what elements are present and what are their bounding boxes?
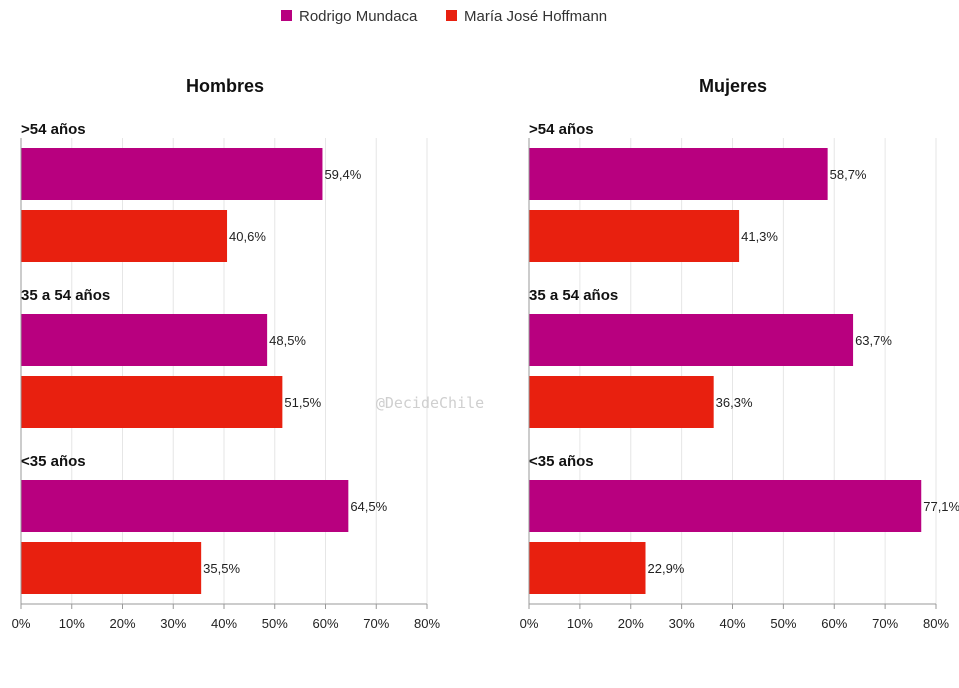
bar	[529, 542, 646, 594]
x-tick-label: 50%	[770, 616, 796, 631]
legend-label: María José Hoffmann	[464, 8, 607, 25]
bar	[529, 376, 714, 428]
group-label: >54 años	[529, 121, 594, 138]
legend-label: Rodrigo Mundaca	[299, 8, 418, 25]
legend-swatch	[446, 10, 457, 21]
group-label: 35 a 54 años	[529, 287, 618, 304]
x-tick-label: 50%	[262, 616, 288, 631]
legend-item-maria-jose-hoffmann: María José Hoffmann	[446, 8, 607, 25]
x-tick-label: 20%	[109, 616, 135, 631]
x-tick-label: 60%	[312, 616, 338, 631]
x-tick-label: 60%	[821, 616, 847, 631]
bar-value-label: 51,5%	[284, 395, 321, 410]
bar-value-label: 77,1%	[923, 499, 959, 514]
watermark: @DecideChile	[376, 394, 484, 412]
x-tick-label: 40%	[719, 616, 745, 631]
x-tick-label: 70%	[363, 616, 389, 631]
bar-value-label: 40,6%	[229, 229, 266, 244]
panel-title: Mujeres	[699, 76, 767, 96]
panel-title: Hombres	[186, 76, 264, 96]
bar-value-label: 64,5%	[350, 499, 387, 514]
bar	[21, 542, 202, 594]
gridlines	[579, 138, 937, 604]
bar	[21, 148, 323, 200]
bar-value-label: 63,7%	[855, 333, 892, 348]
series-maria-jose-hoffmann: 41,3% 36,3% 22,9%	[529, 210, 778, 594]
x-tick-label: 10%	[567, 616, 593, 631]
x-tick-label: 10%	[59, 616, 85, 631]
x-tick-label: 80%	[923, 616, 949, 631]
x-tick-label: 0%	[520, 616, 539, 631]
series-maria-jose-hoffmann: 40,6% 51,5% 35,5%	[21, 210, 322, 594]
bar-value-label: 35,5%	[203, 561, 240, 576]
bar	[529, 210, 740, 262]
x-tick-label: 0%	[12, 616, 31, 631]
bar	[21, 376, 283, 428]
bar	[21, 480, 349, 532]
gridlines	[71, 138, 428, 604]
series-rodrigo-mundaca: 59,4% 48,5% 64,5%	[21, 148, 388, 532]
group-label: <35 años	[529, 453, 594, 470]
group-label: 35 a 54 años	[21, 287, 110, 304]
x-tick-label: 70%	[872, 616, 898, 631]
x-tick-label: 80%	[414, 616, 440, 631]
x-tick-label: 40%	[211, 616, 237, 631]
bar-value-label: 48,5%	[269, 333, 306, 348]
bar-value-label: 41,3%	[741, 229, 778, 244]
x-tick-label: 30%	[669, 616, 695, 631]
bar	[21, 314, 268, 366]
bar	[529, 480, 922, 532]
legend-swatch	[281, 10, 292, 21]
bar-value-label: 59,4%	[324, 167, 361, 182]
x-axis-ticks: 0% 10% 20% 30% 40% 50% 60% 70% 80%	[12, 604, 440, 631]
bar	[529, 148, 828, 200]
group-label: >54 años	[21, 121, 86, 138]
bar-value-label: 58,7%	[830, 167, 867, 182]
bar	[21, 210, 228, 262]
series-rodrigo-mundaca: 58,7% 63,7% 77,1%	[529, 148, 959, 532]
legend-item-rodrigo-mundaca: Rodrigo Mundaca	[281, 8, 418, 25]
x-axis-ticks: 0% 10% 20% 30% 40% 50% 60% 70% 80%	[520, 604, 949, 631]
legend: Rodrigo Mundaca María José Hoffmann	[281, 8, 607, 25]
bar	[529, 314, 854, 366]
x-tick-label: 20%	[618, 616, 644, 631]
x-tick-label: 30%	[160, 616, 186, 631]
bar-value-label: 36,3%	[716, 395, 753, 410]
bar-value-label: 22,9%	[648, 561, 685, 576]
group-label: <35 años	[21, 453, 86, 470]
